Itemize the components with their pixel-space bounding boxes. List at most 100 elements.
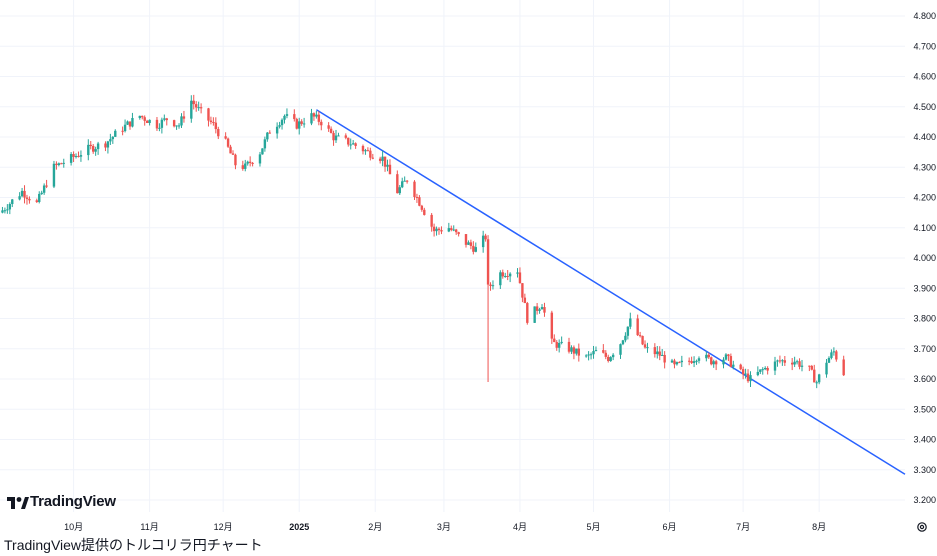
candle-body <box>268 132 271 134</box>
candle <box>707 352 710 360</box>
candle <box>690 356 693 364</box>
candle-body <box>386 164 389 167</box>
candle-body <box>658 351 661 356</box>
candle-body <box>312 113 316 117</box>
candle <box>798 358 801 370</box>
candle-body <box>283 115 286 120</box>
candle <box>607 354 610 363</box>
candle <box>680 355 684 368</box>
candle-body <box>109 139 112 142</box>
time-axis[interactable]: 10月 11月 12月 2025 2月 3月 4月 5月 6月 7月 8月 <box>64 522 826 532</box>
candle <box>744 368 747 379</box>
candle <box>626 326 630 340</box>
candle-body <box>756 371 760 376</box>
candle-body <box>781 360 784 362</box>
y-tick-label: 4.200 <box>913 193 936 203</box>
candle <box>396 170 399 194</box>
candle-body <box>810 366 814 370</box>
candle-body <box>732 364 735 367</box>
candle <box>123 119 127 133</box>
candle <box>62 158 65 168</box>
candle-body <box>190 100 193 119</box>
candle-body <box>766 367 769 371</box>
candle <box>177 123 181 129</box>
tradingview-brand[interactable]: TradingView <box>30 493 116 510</box>
candle <box>663 351 666 369</box>
candle <box>121 126 124 136</box>
candle <box>229 144 232 154</box>
candle <box>464 234 468 248</box>
candle <box>160 117 164 134</box>
candle-body <box>3 210 7 212</box>
tradingview-logo-icon[interactable] <box>7 496 29 514</box>
candle-body <box>705 354 708 359</box>
candle <box>499 270 502 290</box>
trendline-segment <box>315 109 906 475</box>
candle <box>251 161 254 167</box>
candle-body <box>366 150 370 152</box>
candle-body <box>155 119 159 129</box>
candle <box>3 207 7 214</box>
candle-body <box>680 360 684 363</box>
candle-body <box>555 342 558 348</box>
candle <box>141 115 144 120</box>
candle-body <box>808 365 811 367</box>
candle <box>842 355 845 377</box>
candle-body <box>87 144 90 156</box>
candle <box>285 108 289 119</box>
candle-body <box>234 154 237 166</box>
price-axis[interactable]: 4.800 4.700 4.600 4.500 4.400 4.300 4.200 4.100… <box>913 11 936 505</box>
candle-body <box>646 347 649 349</box>
candle-body <box>835 351 838 360</box>
candle-body <box>229 146 232 154</box>
candle-body <box>246 161 249 164</box>
x-tick-label: 10月 <box>64 522 83 532</box>
candle <box>413 180 416 200</box>
candle-body <box>285 114 289 116</box>
candle <box>835 349 838 362</box>
candle-body <box>6 209 9 211</box>
candle-body <box>214 122 218 130</box>
candle <box>163 114 166 122</box>
candle-body <box>641 335 644 345</box>
candle-body <box>148 119 151 124</box>
candle <box>577 343 581 362</box>
candle-body <box>55 163 58 166</box>
candle <box>795 359 799 365</box>
candle-body <box>526 303 529 323</box>
candle <box>349 138 352 150</box>
candle <box>57 162 61 167</box>
candle-body <box>484 235 487 240</box>
y-tick-label: 3.400 <box>913 435 936 445</box>
gear-icon[interactable] <box>916 520 928 538</box>
candle-body <box>280 119 284 126</box>
candle <box>226 137 230 148</box>
candle-body <box>261 148 264 155</box>
candle-body <box>369 150 372 158</box>
candle <box>420 204 424 212</box>
candle-body <box>744 373 747 375</box>
candle <box>808 365 811 372</box>
candle <box>28 196 31 204</box>
candle-body <box>172 120 176 127</box>
trendline[interactable] <box>315 109 906 475</box>
y-tick-label: 4.600 <box>913 72 936 82</box>
candle <box>508 272 512 283</box>
candle-body <box>430 214 433 227</box>
candle-body <box>163 118 166 120</box>
candle <box>197 101 200 111</box>
candle <box>660 349 664 356</box>
candle <box>430 213 433 232</box>
candle <box>190 95 193 123</box>
candle-body <box>320 121 323 126</box>
candle <box>521 283 524 303</box>
candle-body <box>45 185 48 187</box>
candle-body <box>621 340 625 345</box>
candle-body <box>467 242 470 245</box>
candle <box>516 268 519 278</box>
candle-body <box>337 135 340 137</box>
candle <box>501 269 504 279</box>
candle-body <box>619 344 622 355</box>
y-tick-label: 4.400 <box>913 132 936 142</box>
